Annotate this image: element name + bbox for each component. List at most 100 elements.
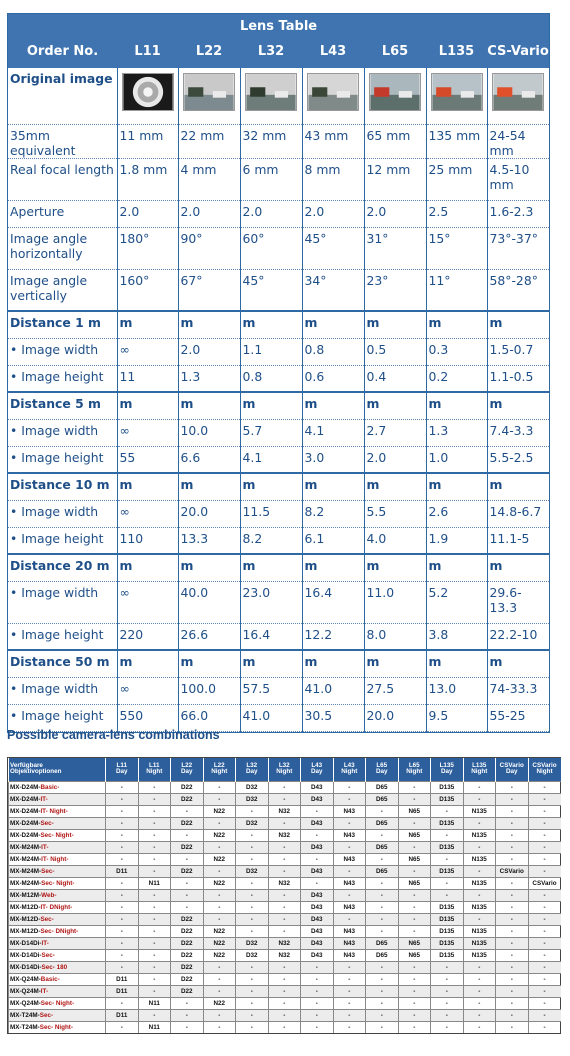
combo-cell: -	[397, 792, 431, 805]
value-cell: 40.0	[177, 581, 240, 624]
combo-cell: -	[495, 960, 528, 973]
header-lens: L32	[278, 761, 290, 769]
value-cell: 2.0	[177, 338, 240, 366]
combo-cell: -	[365, 924, 398, 937]
data-row: Real focal length 1.8 mm 4 mm 6 mm 8 mm 12 mm…	[8, 158, 550, 201]
header-mode: Day	[375, 768, 388, 776]
combo-cell: -	[235, 840, 268, 853]
camera-model: MX-D24M-	[10, 831, 41, 839]
camera-model: MX-D24M-	[10, 807, 41, 815]
combo-cell: -	[527, 840, 561, 853]
combo-cell: -	[267, 852, 301, 865]
combo-cell: -	[137, 948, 171, 961]
combo-cell: D65	[365, 948, 398, 961]
combo-cell: -	[397, 1008, 431, 1021]
value-cell: m	[116, 553, 178, 582]
combo-cell: -	[235, 960, 268, 973]
combo-cell: -	[397, 900, 431, 913]
value-cell: m	[425, 391, 487, 420]
data-row: Image width∞10.05.74.12.71.37.4-3.3	[8, 419, 550, 447]
header-lens: CSVario	[532, 761, 557, 769]
camera-variant: Sec-	[40, 927, 54, 935]
combo-cell: -	[495, 948, 528, 961]
combo-cell: -	[105, 912, 138, 925]
combo-header-l135-day: L135 Day	[430, 758, 463, 781]
camera-model: MX-M24M-	[10, 855, 42, 863]
combo-cell: -	[137, 852, 171, 865]
combo-cell: -	[527, 828, 561, 841]
value-cell: 1.6-2.3	[486, 200, 550, 228]
combo-cell: -	[105, 1020, 138, 1033]
value-cell: 45°	[301, 227, 364, 270]
camera-model: MX-Q24M-	[10, 999, 41, 1007]
combo-cell: -	[527, 936, 561, 949]
combo-cell: -	[365, 960, 398, 973]
combo-cell: -	[170, 876, 203, 889]
header-mode: Day	[310, 768, 323, 776]
combo-cell: -	[365, 972, 398, 985]
value-cell: 135 mm	[425, 124, 487, 159]
combo-header-l43-night: L43 Night	[332, 758, 366, 781]
combo-cell: -	[105, 828, 138, 841]
combo-cell: N22	[202, 852, 236, 865]
section-label: Distance 1 m	[8, 310, 117, 339]
header-lens: L32	[246, 761, 258, 769]
camera-model: MX-T24M-	[10, 1023, 40, 1031]
column-header-order-no: Order No.	[8, 40, 117, 68]
value-cell: 2.0	[239, 200, 302, 228]
combo-cell: -	[527, 996, 561, 1009]
combo-cell: -	[105, 840, 138, 853]
section-label: Distance 5 m	[8, 391, 117, 420]
combo-cell: -	[267, 912, 301, 925]
combo-cell: D43	[300, 864, 333, 877]
header-mode: Night	[471, 768, 488, 776]
combo-cell: -	[105, 852, 138, 865]
combo-cell: -	[462, 912, 496, 925]
value-cell: 0.6	[301, 365, 364, 393]
row-label: Image height	[8, 446, 117, 474]
camera-variant: Sec-	[41, 963, 55, 971]
combo-cell: -	[527, 912, 561, 925]
data-row: Aperture 2.0 2.0 2.0 2.0 2.0 2.5 1.6-2.3	[8, 200, 550, 228]
value-cell: 3.8	[425, 623, 487, 651]
value-cell: 5.7	[239, 419, 302, 447]
combo-cell: -	[137, 888, 171, 901]
combo-cell: -	[462, 816, 496, 829]
combo-cell: -	[527, 780, 561, 793]
camera-model: MX-M12D-	[10, 903, 41, 911]
combo-cell: -	[397, 924, 431, 937]
column-header-l11: L11	[117, 40, 178, 68]
value-cell: 31°	[363, 227, 426, 270]
camera-model: MX-D14Di-	[10, 939, 42, 947]
value-cell: 12 mm	[363, 158, 426, 201]
combo-cell: D135	[430, 924, 463, 937]
data-row: Image width∞2.01.10.80.50.31.5-0.7	[8, 338, 550, 366]
value-cell: 6 mm	[239, 158, 302, 201]
value-cell: 90°	[177, 227, 240, 270]
camera-suffix: Night-	[55, 831, 74, 839]
combo-cell: -	[137, 936, 171, 949]
value-cell: m	[363, 310, 426, 339]
image-cell	[301, 68, 364, 125]
header-lens: L22	[213, 761, 225, 769]
header-lens: L135	[472, 761, 487, 769]
combo-cell: D135	[430, 936, 463, 949]
camera-variant: Sec-	[40, 915, 54, 923]
combo-cell: -	[137, 792, 171, 805]
value-cell: m	[116, 649, 178, 678]
combo-cell: -	[202, 780, 236, 793]
combo-cell: -	[202, 888, 236, 901]
combo-cell: N43	[332, 900, 366, 913]
camera-variant: IT-	[40, 795, 48, 803]
combinations-table: Verfügbare Objektivoptionen L11 Day L11 Night…	[8, 758, 561, 1033]
value-cell: 220	[116, 623, 178, 651]
value-cell: 2.0	[301, 200, 364, 228]
combo-cell: N43	[332, 876, 366, 889]
header-mode: Night	[276, 768, 293, 776]
lens-table-title: Lens Table	[8, 14, 550, 40]
combo-cell: N43	[332, 936, 366, 949]
combo-cell: -	[137, 804, 171, 817]
value-cell: 16.4	[301, 581, 364, 624]
combo-cell: D65	[365, 840, 398, 853]
